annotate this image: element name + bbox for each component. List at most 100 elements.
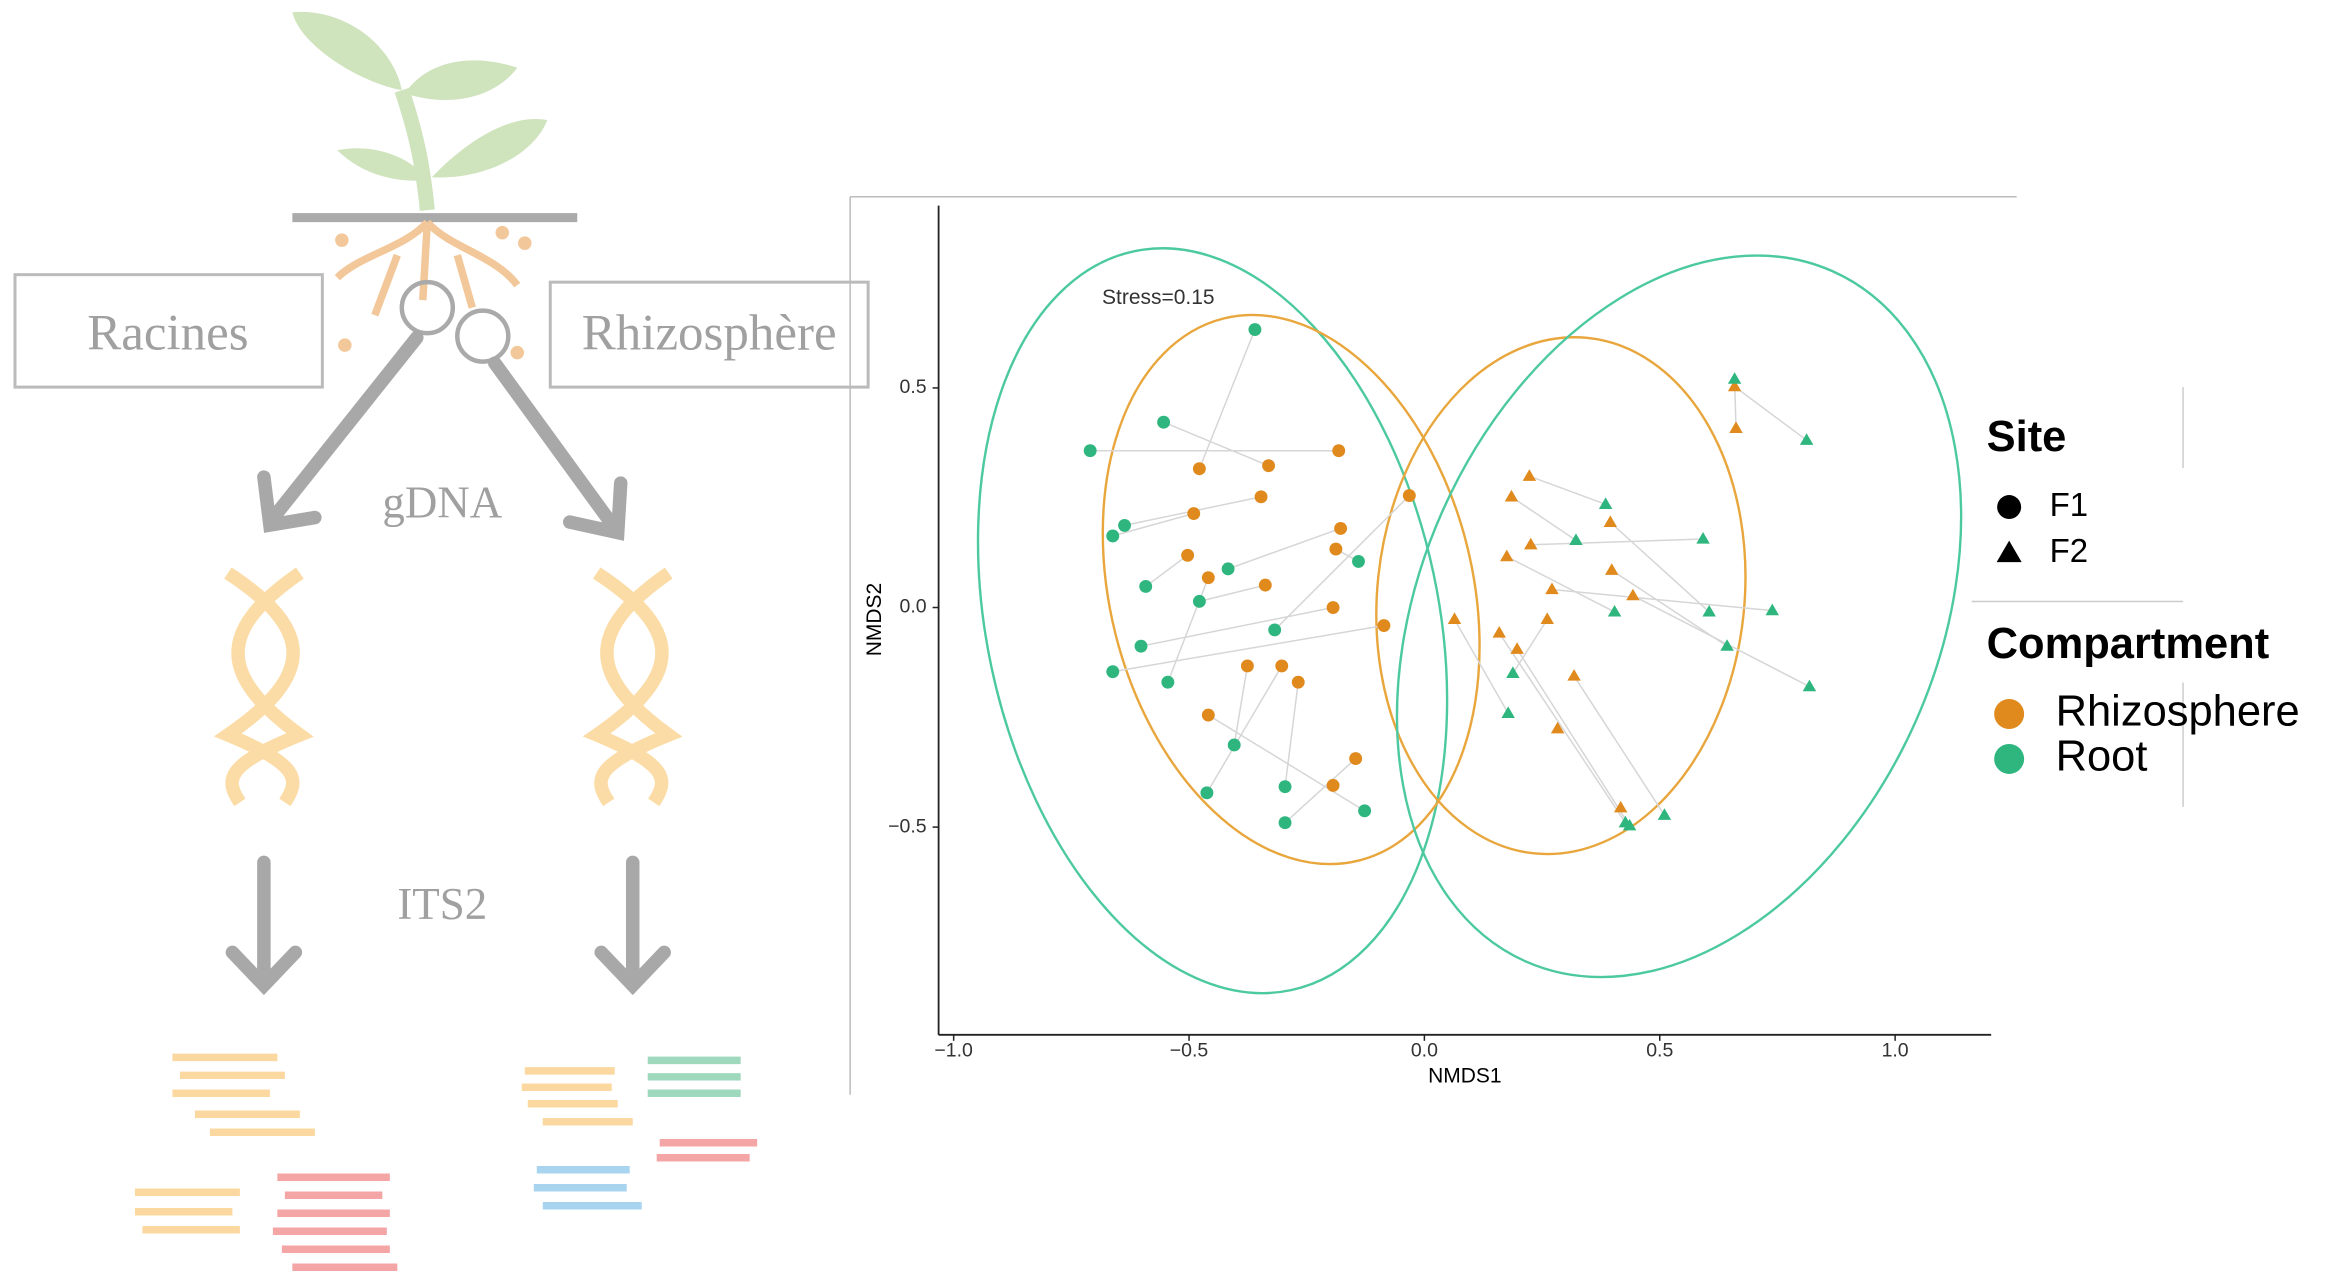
point [1506,666,1519,678]
legend-symbol [1994,699,2024,729]
point [1279,816,1292,829]
pair-line [1146,555,1188,586]
figure: Racines Rhizosphère gDNA ITS2 [0,0,2339,1275]
point [1501,706,1514,718]
x-tick-label: 0.5 [1646,1039,1673,1061]
point [1135,640,1148,653]
point [1181,549,1194,562]
point [1493,626,1506,638]
x-tick-label: −0.5 [1170,1039,1209,1061]
point [1200,786,1213,799]
y-tick-label: 0.5 [900,376,927,398]
point [1524,538,1537,550]
point [1800,433,1813,445]
pair-line [1552,590,1772,611]
x-tick-label: −1.0 [934,1039,973,1061]
step-label: gDNA [382,477,502,527]
point [1729,421,1742,433]
pair-line [1168,578,1208,683]
point [1541,612,1554,624]
point [1222,562,1235,575]
point [1505,490,1518,502]
point [1334,522,1347,535]
point [1193,595,1206,608]
roots [337,222,527,355]
box-label: Racines [87,305,248,361]
point [1255,490,1268,503]
point [1614,801,1627,813]
point [1448,612,1461,624]
point [1523,469,1536,481]
point [1106,665,1119,678]
point [1084,444,1097,457]
pair-line [1529,476,1605,504]
point [1728,372,1741,384]
point [1510,642,1523,654]
x-tick-label: 0.0 [1411,1039,1438,1061]
point [1228,739,1241,752]
confidence-ellipse [913,204,1512,1037]
legend-label: Rhizosphere [2056,687,2300,735]
legend-symbol [1997,495,2021,519]
point [1161,676,1174,689]
legend-title: Site [1987,413,2067,461]
pair-line [1275,496,1410,630]
point [1248,323,1261,336]
diagram: Racines Rhizosphère gDNA ITS2 [15,12,868,1267]
legend-label: F2 [2050,532,2088,569]
read-bars [135,1057,757,1267]
point [1275,659,1288,672]
point [1329,543,1342,556]
pair-line [1735,387,1807,441]
y-tick-label: −0.5 [888,815,927,837]
pair-line [1228,528,1341,568]
sample-circle [457,311,508,362]
point [1569,533,1582,545]
point [1696,532,1709,544]
dna-icon [228,573,669,802]
point [1352,555,1365,568]
pair-line [1208,715,1364,811]
pair-line [1199,585,1265,601]
point [1262,459,1275,472]
point [1332,444,1345,457]
point [1118,519,1131,532]
y-axis-label: NMDS2 [863,583,886,656]
legend-label: Root [2056,732,2148,780]
legend-symbol [1994,744,2024,774]
point [1608,605,1621,617]
point [1377,619,1390,632]
pair-line [1499,633,1625,823]
step-label: ITS2 [397,879,487,929]
point [1327,601,1340,614]
pair-line [1633,596,1810,687]
pair-line [1507,557,1615,612]
point [1139,580,1152,593]
point [1500,550,1513,562]
point [1358,804,1371,817]
point [1658,808,1671,820]
point [1241,659,1254,672]
legend-title: Compartment [1987,620,2270,668]
confidence-ellipse [1289,166,2069,1067]
pair-line [1531,539,1703,545]
point [1626,589,1639,601]
point [1202,709,1215,722]
point [1202,571,1215,584]
legend-symbol [1997,541,2022,563]
point [1567,669,1580,681]
point [1403,489,1416,502]
pair-line [1285,682,1298,787]
point [1157,416,1170,429]
x-tick-label: 1.0 [1882,1039,1909,1061]
point [1193,462,1206,475]
legend-label: F1 [2050,486,2088,523]
pair-line [1141,608,1333,647]
point [1106,529,1119,542]
plant [292,12,547,210]
annotation: Stress=0.15 [1102,286,1215,309]
sample-circle [402,282,453,333]
point [1259,579,1272,592]
y-tick-label: 0.0 [900,596,927,618]
point [1349,752,1362,765]
